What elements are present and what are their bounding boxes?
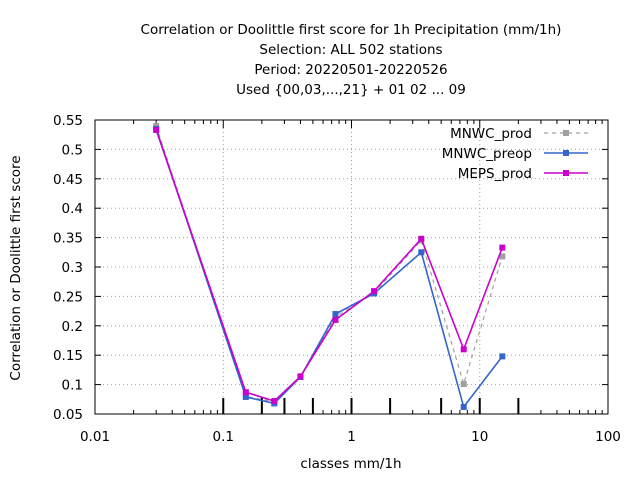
x-tick-label: 100 [595, 429, 621, 445]
data-point [332, 316, 339, 323]
data-point [460, 381, 467, 388]
grid [95, 120, 608, 414]
axes: 0.05 0.1 0.15 0.2 0.25 0.3 0.35 0.4 0.45 0.5 0.55 0… [53, 113, 621, 445]
y-tick-label: 0.1 [62, 378, 83, 394]
data-point [499, 253, 506, 260]
title-line-2: Selection: ALL 502 stations [259, 42, 442, 58]
data-point [499, 353, 506, 360]
y-axis-label: Correlation or Doolittle first score [8, 155, 24, 380]
y-tick-label: 0.4 [62, 201, 83, 217]
data-point [418, 249, 425, 256]
y-tick-label: 0.25 [53, 289, 83, 305]
legend: MNWC_prod MNWC_preop MEPS_prod [442, 126, 588, 182]
y-tick-label: 0.5 [62, 142, 83, 158]
title-line-1: Correlation or Doolittle first score for… [141, 22, 562, 38]
legend-marker [563, 130, 569, 136]
plot-frame [94, 119, 609, 415]
x-tick-label: 10 [471, 429, 488, 445]
data-point [153, 126, 160, 133]
y-tick-label: 0.45 [53, 172, 83, 188]
legend-label: MNWC_prod [450, 126, 532, 142]
y-tick-label: 0.05 [53, 407, 83, 423]
y-tick-label: 0.2 [62, 319, 83, 335]
data-point [371, 288, 378, 295]
x-axis-label: classes mm/1h [300, 456, 401, 472]
data-point [271, 398, 278, 405]
chart-title: Correlation or Doolittle first score for… [141, 22, 562, 98]
legend-label: MEPS_prod [458, 166, 532, 182]
data-point [460, 346, 467, 353]
y-tick-label: 0.35 [53, 231, 83, 247]
data-point [460, 403, 467, 410]
data-point [297, 373, 304, 380]
series-line-mnwc-preop [155, 128, 503, 409]
legend-marker [563, 150, 569, 156]
legend-marker [563, 170, 569, 176]
y-tick-label: 0.3 [62, 260, 83, 276]
title-line-3: Period: 20220501-20220526 [254, 62, 447, 78]
data-point [242, 389, 249, 396]
y-tick-label: 0.15 [53, 348, 83, 364]
x-tick-label: 1 [347, 429, 356, 445]
data-point [242, 393, 249, 400]
data-point [418, 235, 425, 242]
series-lines [153, 122, 506, 410]
x-tick-label: 0.01 [80, 429, 110, 445]
x-tick-label: 0.1 [213, 429, 234, 445]
data-point [499, 244, 506, 251]
title-line-4: Used {00,03,...,21} + 01 02 ... 09 [236, 82, 466, 98]
y-tick-label: 0.55 [53, 113, 83, 129]
legend-label: MNWC_preop [442, 146, 532, 162]
data-point [332, 311, 339, 318]
